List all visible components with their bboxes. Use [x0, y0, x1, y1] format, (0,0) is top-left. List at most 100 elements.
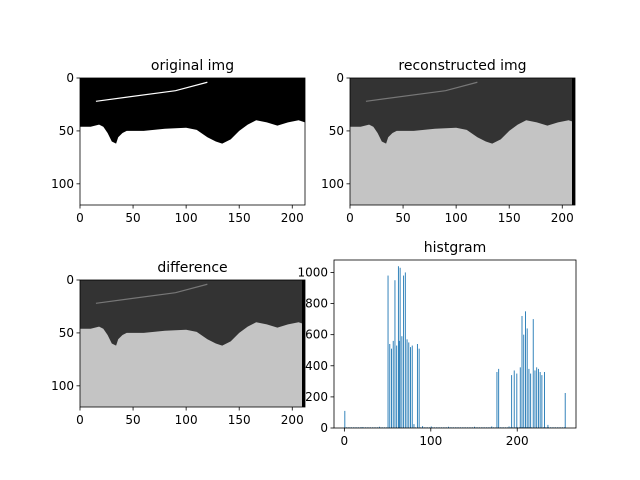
x-tick-label: 100	[445, 211, 468, 225]
x-tick-label: 100	[175, 211, 198, 225]
x-tick-label: 200	[281, 211, 304, 225]
x-tick-label: 0	[346, 211, 354, 225]
image-streak	[95, 81, 208, 102]
hist-bar	[408, 342, 410, 428]
x-tick-label: 50	[125, 413, 140, 427]
hist-bar	[344, 410, 346, 428]
panel-reconstructed: 0 50 100 150 200 0 50 100 reconstructed img	[321, 58, 576, 225]
hist-bar	[404, 272, 406, 428]
panel-title: original img	[151, 58, 234, 74]
y-tick-label: 0	[336, 71, 344, 85]
y-tick-label: 100	[51, 177, 74, 191]
hist-bar	[521, 316, 523, 428]
hist-bar	[378, 426, 380, 428]
image-right-edge	[572, 78, 575, 205]
hist-bar	[398, 340, 400, 428]
hist-bar	[389, 344, 391, 428]
hist-bar	[508, 426, 510, 428]
hist-bar	[430, 426, 432, 428]
hist-bar	[397, 266, 399, 428]
x-tick-label: 100	[175, 413, 198, 427]
axes-frame	[79, 77, 306, 206]
y-tick-label: 50	[59, 326, 74, 340]
hist-bar	[544, 372, 545, 428]
hist-bar	[523, 334, 525, 428]
x-tick-label: 150	[228, 413, 251, 427]
hist-bar	[394, 280, 396, 428]
axes-frame	[349, 77, 576, 206]
image-streak	[365, 81, 478, 102]
hist-bar	[528, 368, 530, 428]
x-tick-label: 0	[341, 434, 349, 448]
hist-bar	[541, 375, 543, 428]
hist-bar	[496, 372, 498, 428]
y-tick-label: 0	[66, 71, 74, 85]
hist-bar	[519, 367, 521, 428]
axes-frame	[79, 279, 306, 408]
hist-bar	[516, 373, 518, 428]
image-dark-region	[80, 78, 305, 144]
panel-histogram: 0 100 200 0 200 400 600 800 1000 histgram	[297, 240, 577, 448]
x-tick-label: 100	[419, 434, 442, 448]
hist-bar	[416, 344, 418, 428]
x-tick-label: 200	[281, 413, 304, 427]
hist-bar	[511, 375, 513, 428]
x-tick-label: 0	[76, 211, 84, 225]
x-tick-label: 50	[395, 211, 410, 225]
hist-bar	[537, 368, 539, 428]
panel-title: reconstructed img	[398, 58, 526, 74]
y-tick-label: 200	[305, 390, 328, 404]
x-tick-label: 0	[76, 413, 84, 427]
hist-bar	[536, 367, 538, 428]
axes-frame	[333, 259, 577, 429]
x-tick-label: 50	[125, 211, 140, 225]
y-tick-label: 50	[329, 124, 344, 138]
hist-bar	[403, 275, 405, 428]
hist-bar	[513, 370, 515, 428]
hist-bar	[474, 426, 475, 428]
hist-bar	[422, 426, 424, 428]
panel-difference: 0 50 100 150 200 0 50 100 difference	[51, 260, 306, 427]
hist-bar	[532, 319, 534, 428]
hist-bar	[539, 372, 541, 428]
x-tick-label: 150	[228, 211, 251, 225]
hist-bar	[530, 373, 532, 428]
hist-bar	[491, 426, 493, 428]
image-dark-region	[80, 280, 305, 346]
x-tick-label: 150	[498, 211, 521, 225]
hist-bar	[406, 339, 408, 428]
hist-bar	[526, 328, 528, 428]
hist-bar	[361, 427, 363, 428]
image-streak	[95, 283, 208, 304]
y-tick-label: 0	[66, 273, 74, 287]
panel-original: 0 50 100 150 200 0 50 100 original img	[51, 58, 306, 225]
y-tick-label: 400	[305, 359, 328, 373]
y-tick-label: 0	[320, 421, 328, 435]
hist-bar	[411, 345, 413, 428]
image-dark-region	[350, 78, 575, 144]
y-tick-label: 600	[305, 328, 328, 342]
hist-bar	[448, 426, 449, 428]
hist-bar	[525, 311, 526, 428]
hist-bar	[387, 275, 389, 428]
y-tick-label: 100	[51, 379, 74, 393]
hist-bar	[392, 340, 394, 428]
hist-bar	[399, 267, 401, 428]
y-tick-label: 50	[59, 124, 74, 138]
hist-bar	[391, 348, 392, 428]
hist-bar	[410, 347, 411, 428]
y-tick-label: 1000	[297, 265, 328, 279]
hist-bar	[418, 348, 420, 428]
panel-title: difference	[157, 260, 227, 276]
hist-bar	[564, 393, 566, 428]
hist-bar	[401, 336, 403, 428]
x-tick-label: 200	[551, 211, 574, 225]
panel-title: histgram	[424, 240, 486, 256]
hist-bar	[547, 424, 549, 428]
y-tick-label: 800	[305, 297, 328, 311]
hist-bar	[396, 345, 398, 428]
hist-bar	[413, 424, 415, 428]
hist-bar	[534, 370, 536, 428]
image-right-edge	[302, 280, 305, 407]
